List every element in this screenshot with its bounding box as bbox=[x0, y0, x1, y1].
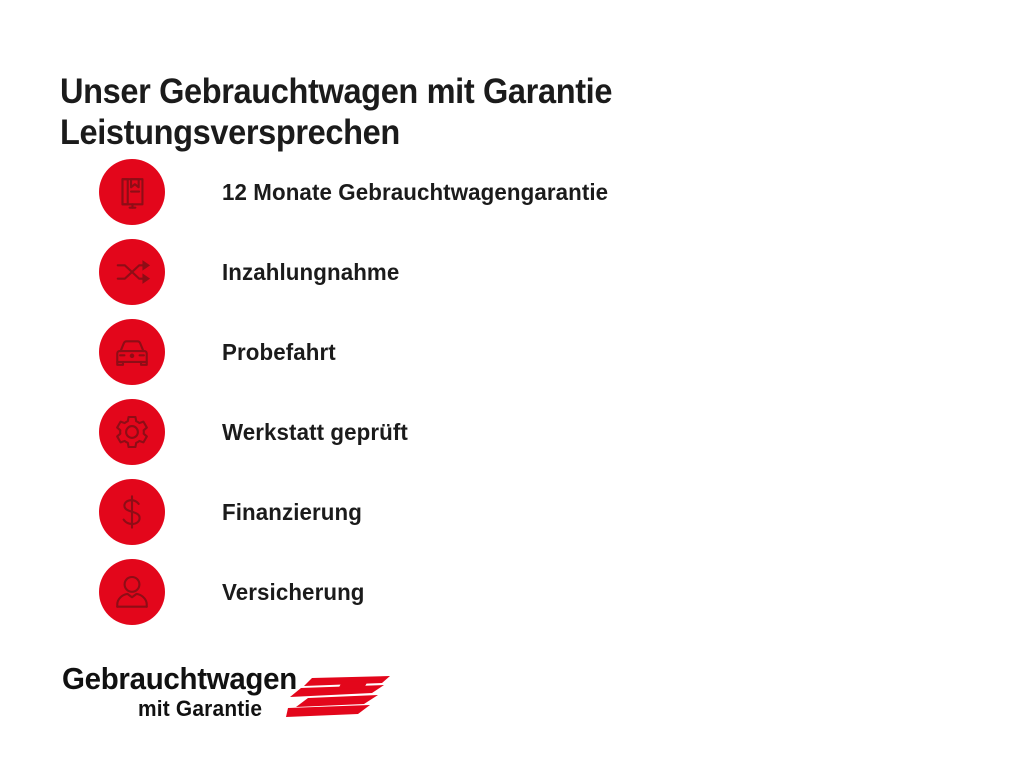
list-item[interactable]: Versicherung bbox=[60, 552, 860, 632]
list-item-label: Probefahrt bbox=[222, 339, 336, 365]
list-item[interactable]: 12 Monate Gebrauchtwagengarantie bbox=[60, 152, 860, 232]
page-title: Unser Gebrauchtwagen mit Garantie Leistu… bbox=[60, 72, 621, 153]
list-item[interactable]: Werkstatt geprüft bbox=[60, 392, 860, 472]
list-item[interactable]: Inzahlungnahme bbox=[60, 232, 860, 312]
shuffle-arrows-icon bbox=[99, 239, 165, 305]
brand-logo-line2: mit Garantie bbox=[138, 696, 263, 721]
brand-logo-line1: Gebrauchtwagen bbox=[62, 661, 297, 696]
person-icon bbox=[99, 559, 165, 625]
red-brush-strokes-icon bbox=[286, 676, 396, 722]
list-item-label: Inzahlungnahme bbox=[222, 259, 400, 285]
list-item-label: Finanzierung bbox=[222, 499, 362, 525]
dollar-sign-icon bbox=[99, 479, 165, 545]
feature-list: 12 Monate Gebrauchtwagengarantie Inzahlu… bbox=[60, 152, 860, 632]
book-icon bbox=[99, 159, 165, 225]
brand-logo: Gebrauchtwagen mit Garantie bbox=[62, 661, 390, 724]
list-item-label: Werkstatt geprüft bbox=[222, 419, 408, 445]
car-front-icon bbox=[99, 319, 165, 385]
list-item-label: 12 Monate Gebrauchtwagengarantie bbox=[222, 179, 609, 205]
list-item[interactable]: Finanzierung bbox=[60, 472, 860, 552]
list-item[interactable]: Probefahrt bbox=[60, 312, 860, 392]
gear-icon bbox=[99, 399, 165, 465]
list-item-label: Versicherung bbox=[222, 579, 365, 605]
